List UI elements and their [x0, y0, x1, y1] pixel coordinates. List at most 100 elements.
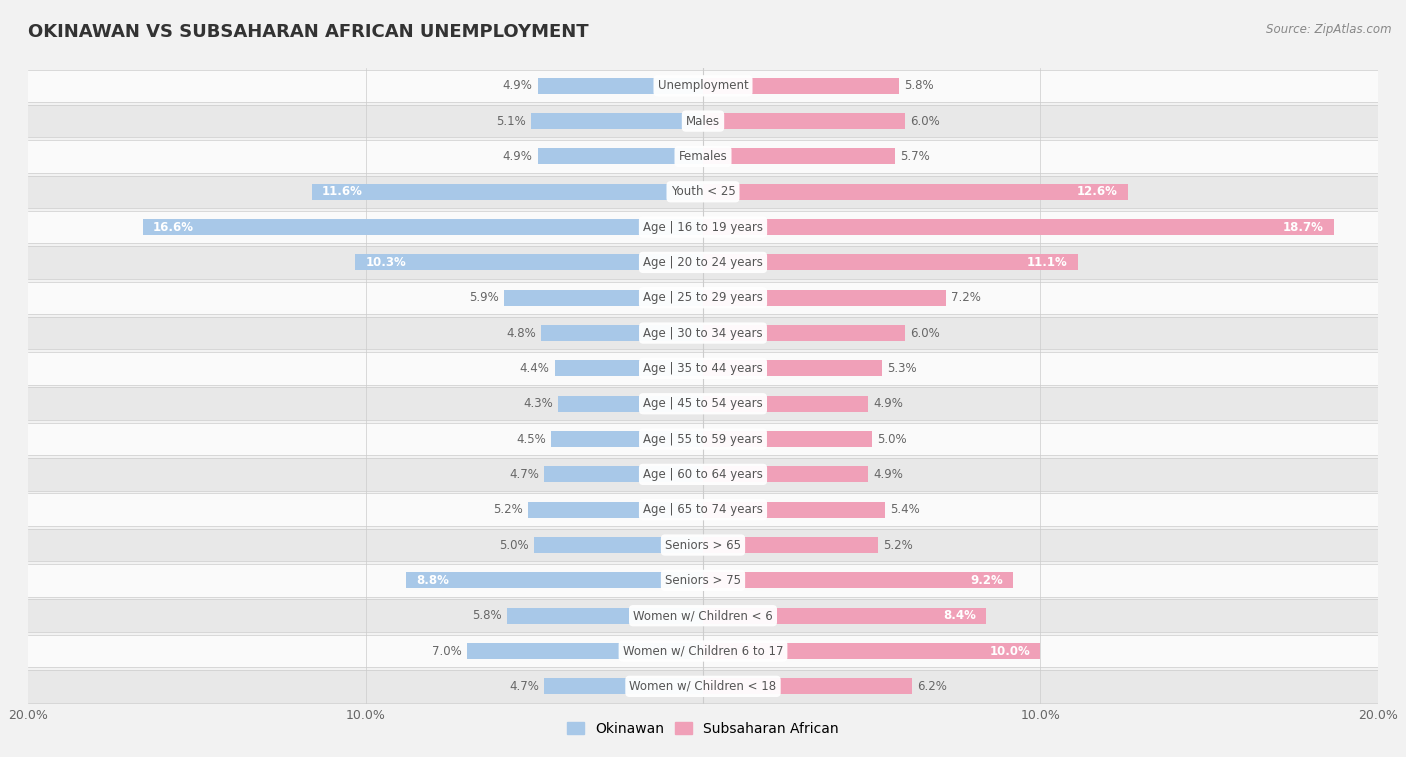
Text: 5.2%: 5.2%	[492, 503, 523, 516]
Bar	[703, 78, 898, 94]
Text: 4.8%: 4.8%	[506, 326, 536, 340]
Text: Women w/ Children < 18: Women w/ Children < 18	[630, 680, 776, 693]
Bar	[508, 608, 703, 624]
Bar	[503, 290, 703, 306]
Bar	[703, 220, 1334, 235]
Text: 4.3%: 4.3%	[523, 397, 553, 410]
Text: 4.9%: 4.9%	[873, 468, 903, 481]
Bar	[28, 635, 1378, 667]
Text: 11.6%: 11.6%	[322, 185, 363, 198]
Bar	[28, 211, 1378, 243]
Text: 5.0%: 5.0%	[499, 538, 529, 552]
Text: 9.2%: 9.2%	[970, 574, 1004, 587]
Text: Age | 60 to 64 years: Age | 60 to 64 years	[643, 468, 763, 481]
Text: Seniors > 75: Seniors > 75	[665, 574, 741, 587]
Text: Age | 20 to 24 years: Age | 20 to 24 years	[643, 256, 763, 269]
Text: 10.0%: 10.0%	[990, 644, 1031, 658]
Bar	[703, 326, 905, 341]
Bar	[544, 466, 703, 482]
Bar	[28, 140, 1378, 173]
Bar	[28, 388, 1378, 420]
Text: Females: Females	[679, 150, 727, 163]
Bar	[28, 352, 1378, 385]
Text: 5.2%: 5.2%	[883, 538, 914, 552]
Text: Source: ZipAtlas.com: Source: ZipAtlas.com	[1267, 23, 1392, 36]
Bar	[703, 572, 1014, 588]
Bar	[703, 608, 987, 624]
Text: 5.7%: 5.7%	[900, 150, 931, 163]
Bar	[312, 184, 703, 200]
Text: Unemployment: Unemployment	[658, 79, 748, 92]
Text: Age | 45 to 54 years: Age | 45 to 54 years	[643, 397, 763, 410]
Text: 4.9%: 4.9%	[503, 79, 533, 92]
Text: 4.4%: 4.4%	[520, 362, 550, 375]
Text: OKINAWAN VS SUBSAHARAN AFRICAN UNEMPLOYMENT: OKINAWAN VS SUBSAHARAN AFRICAN UNEMPLOYM…	[28, 23, 589, 41]
Text: 12.6%: 12.6%	[1077, 185, 1118, 198]
Text: 8.8%: 8.8%	[416, 574, 449, 587]
Text: 6.2%: 6.2%	[917, 680, 948, 693]
Bar	[28, 282, 1378, 314]
Bar	[28, 317, 1378, 349]
Bar	[28, 105, 1378, 137]
Bar	[703, 113, 905, 129]
Bar	[143, 220, 703, 235]
Text: Age | 25 to 29 years: Age | 25 to 29 years	[643, 291, 763, 304]
Text: 5.0%: 5.0%	[877, 432, 907, 446]
Text: Seniors > 65: Seniors > 65	[665, 538, 741, 552]
Text: Age | 30 to 34 years: Age | 30 to 34 years	[643, 326, 763, 340]
Text: 5.4%: 5.4%	[890, 503, 920, 516]
Text: 7.2%: 7.2%	[950, 291, 981, 304]
Bar	[467, 643, 703, 659]
Text: Males: Males	[686, 114, 720, 128]
Text: 5.3%: 5.3%	[887, 362, 917, 375]
Bar	[703, 502, 886, 518]
Bar	[703, 396, 869, 412]
Bar	[558, 396, 703, 412]
Bar	[703, 360, 882, 376]
Text: 8.4%: 8.4%	[943, 609, 976, 622]
Bar	[28, 529, 1378, 561]
Bar	[703, 184, 1128, 200]
Bar	[703, 148, 896, 164]
Text: Age | 55 to 59 years: Age | 55 to 59 years	[643, 432, 763, 446]
Text: 7.0%: 7.0%	[432, 644, 461, 658]
Bar	[28, 423, 1378, 455]
Text: 10.3%: 10.3%	[366, 256, 406, 269]
Bar	[534, 537, 703, 553]
Text: 5.8%: 5.8%	[472, 609, 502, 622]
Bar	[703, 537, 879, 553]
Bar	[703, 254, 1077, 270]
Legend: Okinawan, Subsaharan African: Okinawan, Subsaharan African	[562, 716, 844, 742]
Text: 5.9%: 5.9%	[470, 291, 499, 304]
Text: 5.1%: 5.1%	[496, 114, 526, 128]
Text: 16.6%: 16.6%	[153, 220, 194, 234]
Bar	[28, 246, 1378, 279]
Bar	[703, 643, 1040, 659]
Bar	[28, 564, 1378, 597]
Bar	[544, 678, 703, 694]
Bar	[28, 494, 1378, 526]
Bar	[537, 78, 703, 94]
Bar	[356, 254, 703, 270]
Bar	[537, 148, 703, 164]
Bar	[28, 670, 1378, 702]
Text: 6.0%: 6.0%	[911, 114, 941, 128]
Text: Age | 16 to 19 years: Age | 16 to 19 years	[643, 220, 763, 234]
Text: Women w/ Children < 6: Women w/ Children < 6	[633, 609, 773, 622]
Text: Age | 35 to 44 years: Age | 35 to 44 years	[643, 362, 763, 375]
Text: 4.5%: 4.5%	[516, 432, 546, 446]
Bar	[554, 360, 703, 376]
Text: Youth < 25: Youth < 25	[671, 185, 735, 198]
Text: 18.7%: 18.7%	[1284, 220, 1324, 234]
Bar	[703, 290, 946, 306]
Text: 4.9%: 4.9%	[503, 150, 533, 163]
Bar	[531, 113, 703, 129]
Text: 5.8%: 5.8%	[904, 79, 934, 92]
Bar	[703, 431, 872, 447]
Text: 11.1%: 11.1%	[1026, 256, 1067, 269]
Text: 4.9%: 4.9%	[873, 397, 903, 410]
Text: Age | 65 to 74 years: Age | 65 to 74 years	[643, 503, 763, 516]
Bar	[28, 70, 1378, 102]
Text: Women w/ Children 6 to 17: Women w/ Children 6 to 17	[623, 644, 783, 658]
Text: 4.7%: 4.7%	[509, 680, 540, 693]
